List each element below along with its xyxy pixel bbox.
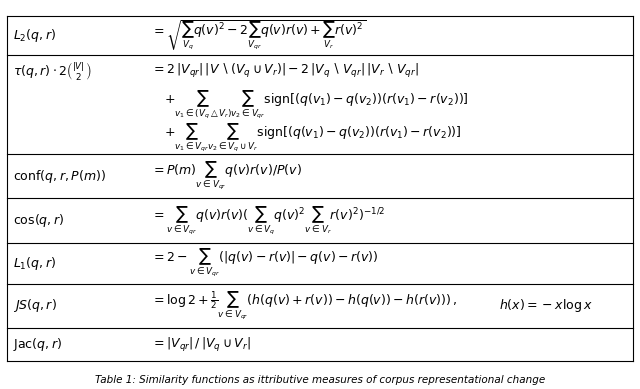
Text: $\tau(q,r)\cdot 2\binom{|V|}{2}$: $\tau(q,r)\cdot 2\binom{|V|}{2}$: [13, 60, 92, 82]
Text: $+\sum_{v_1\in(V_q\triangle V_r)}\sum_{v_2\in V_{qr}} \mathrm{sign}[(q(v_1)-q(v_: $+\sum_{v_1\in(V_q\triangle V_r)}\sum_{v…: [164, 88, 468, 121]
Text: $= \sqrt{\sum_{V_q}q(v)^2 - 2\sum_{V_{qr}}q(v)r(v) + \sum_{V_r}r(v)^2}$: $= \sqrt{\sum_{V_q}q(v)^2 - 2\sum_{V_{qr…: [151, 18, 366, 53]
Text: $\cos(q,r)$: $\cos(q,r)$: [13, 212, 65, 229]
Text: $= 2 - \sum_{v\in V_{qr}} (|q(v)-r(v)| - q(v) - r(v))$: $= 2 - \sum_{v\in V_{qr}} (|q(v)-r(v)| -…: [151, 247, 378, 279]
Text: $= \sum_{v\in V_{qr}} q(v)r(v)(\sum_{v\in V_q} q(v)^2 \sum_{v\in V_r} r(v)^2)^{-: $= \sum_{v\in V_{qr}} q(v)r(v)(\sum_{v\i…: [151, 204, 385, 237]
Text: $\mathrm{conf}(q,r,P(m))$: $\mathrm{conf}(q,r,P(m))$: [13, 168, 106, 185]
Text: $= \log 2 + \frac{1}{2}\sum_{v\in V_{qr}} (h(q(v)+r(v))-h(q(v))-h(r(v)))\,,$: $= \log 2 + \frac{1}{2}\sum_{v\in V_{qr}…: [151, 290, 457, 322]
Text: $L_1(q,r)$: $L_1(q,r)$: [13, 255, 56, 272]
Text: $JS(q,r)$: $JS(q,r)$: [13, 298, 58, 314]
Text: $+\sum_{v_1\in V_{qr}}\sum_{v_2\in V_q\cup V_r} \mathrm{sign}[(q(v_1)-q(v_2))(r(: $+\sum_{v_1\in V_{qr}}\sum_{v_2\in V_q\c…: [164, 121, 461, 154]
Text: Table 1: Similarity functions as ittributive measures of corpus representational: Table 1: Similarity functions as ittribu…: [95, 375, 545, 385]
Text: $h(x) = -x\log x$: $h(x) = -x\log x$: [499, 298, 593, 314]
Text: $= P(m)\sum_{v\in V_{qr}} q(v)r(v)/P(v)$: $= P(m)\sum_{v\in V_{qr}} q(v)r(v)/P(v)$: [151, 160, 301, 193]
Text: $\mathrm{Jac}(q,r)$: $\mathrm{Jac}(q,r)$: [13, 336, 63, 353]
Text: $= 2\,|V_{qr}|\,|V\setminus(V_q\cup V_r)| - 2\,|V_q\setminus V_{qr}|\,|V_r\setmi: $= 2\,|V_{qr}|\,|V\setminus(V_q\cup V_r)…: [151, 62, 419, 81]
Text: $= |V_{qr}|\,/\,|V_q\cup V_r|$: $= |V_{qr}|\,/\,|V_q\cup V_r|$: [151, 336, 251, 354]
Text: $L_2(q,r)$: $L_2(q,r)$: [13, 27, 56, 44]
